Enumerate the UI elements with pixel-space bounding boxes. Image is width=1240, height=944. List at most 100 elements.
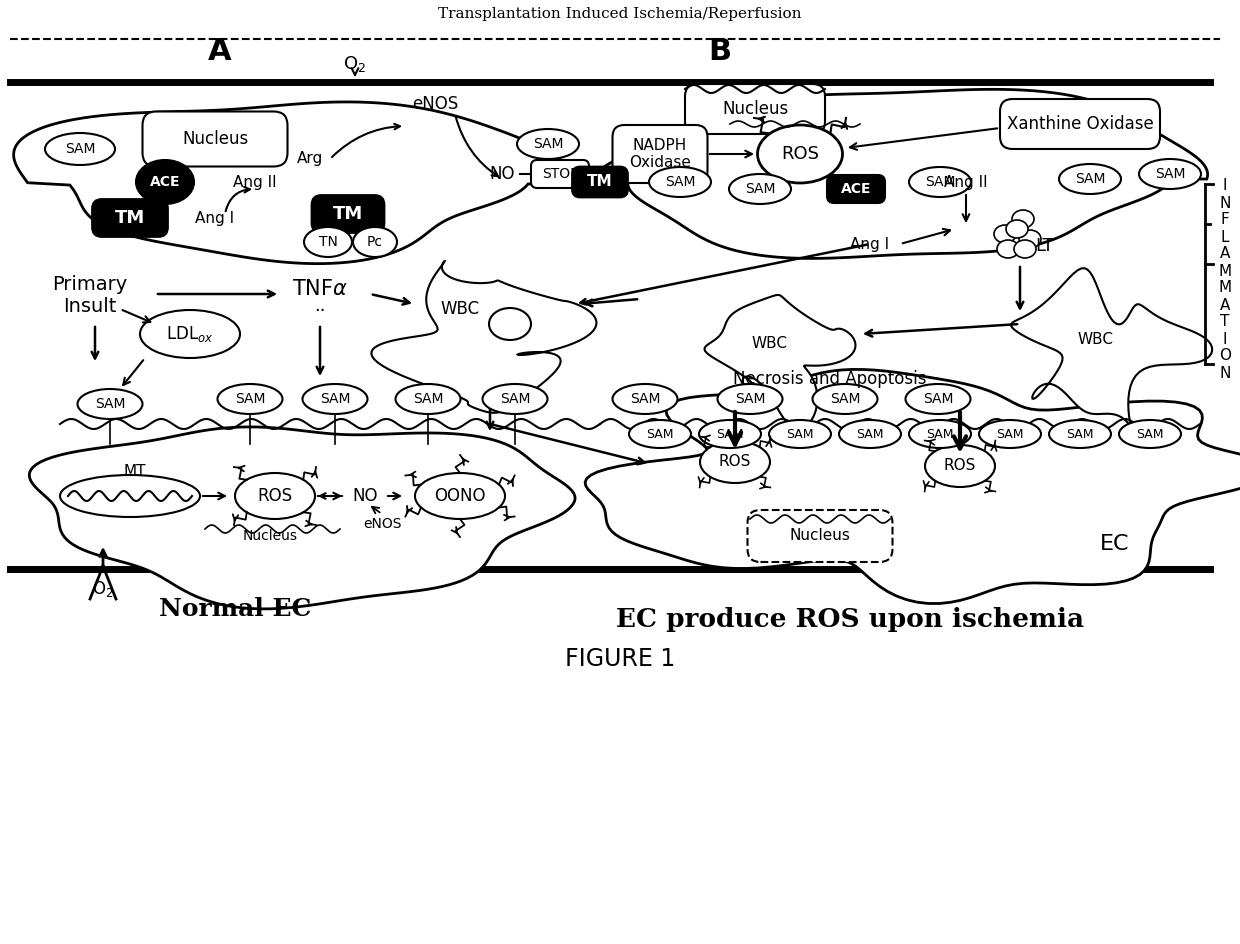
Ellipse shape [217,384,283,414]
Text: WBC: WBC [440,300,480,318]
Text: ACE: ACE [150,175,180,189]
Text: NO: NO [490,165,515,183]
Text: SAM: SAM [1075,172,1105,186]
Text: SAM: SAM [923,392,954,406]
Text: LT: LT [1035,237,1054,255]
Ellipse shape [909,420,971,448]
Ellipse shape [997,240,1019,258]
FancyBboxPatch shape [312,195,384,232]
Ellipse shape [613,384,677,414]
Text: SAM: SAM [786,428,813,441]
Text: NADPH
Oxidase: NADPH Oxidase [629,138,691,170]
Ellipse shape [60,475,200,517]
Text: Transplantation Induced Ischemia/Reperfusion: Transplantation Induced Ischemia/Reperfu… [438,7,802,21]
Ellipse shape [304,227,352,257]
Text: Nucleus: Nucleus [182,130,248,148]
Ellipse shape [649,167,711,197]
Text: SAM: SAM [926,428,954,441]
Ellipse shape [905,384,971,414]
Ellipse shape [140,310,241,358]
Text: TN: TN [319,235,337,249]
Text: eNOS: eNOS [412,95,458,113]
Ellipse shape [718,384,782,414]
Text: SAM: SAM [94,397,125,411]
Text: TM: TM [115,209,145,227]
Ellipse shape [769,420,831,448]
Text: O$_2$: O$_2$ [343,54,367,74]
Text: Normal EC: Normal EC [159,597,311,621]
Polygon shape [371,261,596,413]
Ellipse shape [925,445,994,487]
Text: SAM: SAM [533,137,563,151]
Text: Arg: Arg [296,151,324,166]
Text: I: I [1223,178,1228,194]
FancyBboxPatch shape [748,510,893,562]
Text: SAM: SAM [1154,167,1185,181]
Text: SAM: SAM [665,175,696,189]
Ellipse shape [629,420,691,448]
Text: SAM: SAM [857,428,884,441]
Text: SAM: SAM [64,142,95,156]
Ellipse shape [396,384,460,414]
Text: I: I [1223,331,1228,346]
Text: EC: EC [1100,534,1130,554]
Text: TM: TM [332,205,363,223]
Text: Ang I: Ang I [196,211,234,226]
Text: STOP: STOP [542,167,578,181]
Text: SAM: SAM [320,392,350,406]
Text: ROS: ROS [258,487,293,505]
Text: ROS: ROS [944,459,976,474]
Text: T: T [1220,314,1230,329]
Text: N: N [1219,365,1230,380]
Ellipse shape [1006,220,1028,238]
Polygon shape [30,427,575,609]
Ellipse shape [1019,230,1042,248]
Text: ACE: ACE [841,182,872,196]
Text: MT: MT [124,464,146,479]
Text: M: M [1219,280,1231,295]
Text: A: A [1220,297,1230,312]
Text: SAM: SAM [745,182,775,196]
Text: LDL$_{ox}$: LDL$_{ox}$ [166,324,213,344]
Text: SAM: SAM [630,392,660,406]
Ellipse shape [236,473,315,519]
Ellipse shape [77,389,143,419]
Ellipse shape [839,420,901,448]
Ellipse shape [45,133,115,165]
FancyBboxPatch shape [999,99,1159,149]
Text: SAM: SAM [996,428,1024,441]
Text: ROS: ROS [781,145,818,163]
FancyBboxPatch shape [531,160,589,188]
Ellipse shape [994,225,1016,243]
Text: EC produce ROS upon ischemia: EC produce ROS upon ischemia [616,606,1084,632]
Ellipse shape [482,384,548,414]
Text: OONO: OONO [434,487,486,505]
Ellipse shape [415,473,505,519]
Polygon shape [585,369,1240,603]
Ellipse shape [1118,420,1180,448]
Text: SAM: SAM [830,392,861,406]
FancyBboxPatch shape [93,199,167,237]
Ellipse shape [136,160,193,204]
Text: NO: NO [352,487,378,505]
Ellipse shape [758,125,842,183]
Ellipse shape [701,441,770,483]
Ellipse shape [980,420,1042,448]
Ellipse shape [353,227,397,257]
Ellipse shape [729,174,791,204]
Ellipse shape [909,167,971,197]
Text: F: F [1220,212,1229,228]
Polygon shape [14,102,572,263]
FancyBboxPatch shape [573,167,627,197]
Text: WBC: WBC [751,336,787,351]
Text: TM: TM [588,175,613,190]
Text: Primary: Primary [52,275,128,294]
Text: SAM: SAM [413,392,443,406]
Text: SAM: SAM [1066,428,1094,441]
Text: EC: EC [61,134,89,154]
Text: Nucleus: Nucleus [722,100,789,118]
Ellipse shape [517,129,579,159]
FancyBboxPatch shape [684,84,825,134]
Text: SAM: SAM [735,392,765,406]
Text: O$_2$: O$_2$ [92,579,114,599]
